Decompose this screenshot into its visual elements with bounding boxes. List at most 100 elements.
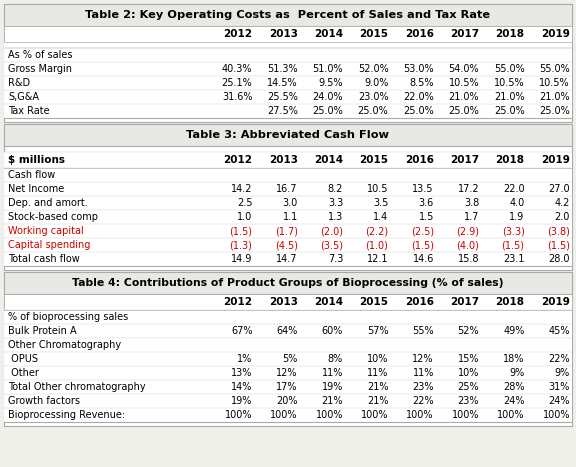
Bar — [4, 42, 572, 48]
Text: 17%: 17% — [276, 382, 298, 392]
Bar — [4, 272, 572, 294]
Text: Capital spending: Capital spending — [8, 240, 90, 250]
Text: Bioprocessing Revenue:: Bioprocessing Revenue: — [8, 410, 125, 420]
Bar — [4, 408, 572, 422]
Text: 49%: 49% — [503, 326, 525, 336]
Text: 25.1%: 25.1% — [222, 78, 252, 88]
Text: 21.0%: 21.0% — [539, 92, 570, 102]
Text: (1.3): (1.3) — [229, 240, 252, 250]
Text: (2.5): (2.5) — [411, 226, 434, 236]
Text: 8.5%: 8.5% — [410, 78, 434, 88]
Text: 3.0: 3.0 — [282, 198, 298, 208]
Text: 21.0%: 21.0% — [449, 92, 479, 102]
Text: Table 4: Contributions of Product Groups of Bioprocessing (% of sales): Table 4: Contributions of Product Groups… — [72, 278, 504, 288]
Text: 7.3: 7.3 — [328, 254, 343, 264]
Text: Table 3: Abbreviated Cash Flow: Table 3: Abbreviated Cash Flow — [187, 130, 389, 140]
Text: 25%: 25% — [457, 382, 479, 392]
Text: (1.0): (1.0) — [366, 240, 388, 250]
Text: 100%: 100% — [361, 410, 388, 420]
Text: 23%: 23% — [458, 396, 479, 406]
Text: OPUS: OPUS — [8, 354, 38, 364]
Text: (2.0): (2.0) — [320, 226, 343, 236]
Text: 23.0%: 23.0% — [358, 92, 388, 102]
Text: 3.8: 3.8 — [464, 198, 479, 208]
Text: (2.2): (2.2) — [365, 226, 388, 236]
Text: Table 2: Key Operating Costs as  Percent of Sales and Tax Rate: Table 2: Key Operating Costs as Percent … — [85, 10, 491, 20]
Text: Other Chromatography: Other Chromatography — [8, 340, 121, 350]
Text: 10.5: 10.5 — [367, 184, 388, 194]
Text: 2.5: 2.5 — [237, 198, 252, 208]
Text: 25.5%: 25.5% — [267, 92, 298, 102]
Text: 2017: 2017 — [450, 155, 479, 165]
Text: 10.5%: 10.5% — [449, 78, 479, 88]
Text: 64%: 64% — [276, 326, 298, 336]
Text: 2012: 2012 — [223, 297, 252, 307]
Text: (3.8): (3.8) — [547, 226, 570, 236]
Text: 11%: 11% — [367, 368, 388, 378]
Text: Working capital: Working capital — [8, 226, 84, 236]
Text: 22.0%: 22.0% — [403, 92, 434, 102]
Text: 20%: 20% — [276, 396, 298, 406]
Text: 25.0%: 25.0% — [494, 106, 525, 116]
Bar — [4, 272, 572, 426]
Text: 21.0%: 21.0% — [494, 92, 525, 102]
Bar — [4, 210, 572, 224]
Text: (3.5): (3.5) — [320, 240, 343, 250]
Text: 1.1: 1.1 — [282, 212, 298, 222]
Text: Total cash flow: Total cash flow — [8, 254, 79, 264]
Text: 8.2: 8.2 — [328, 184, 343, 194]
Text: 1.0: 1.0 — [237, 212, 252, 222]
Bar — [4, 48, 572, 62]
Text: 4.2: 4.2 — [555, 198, 570, 208]
Text: $ millions: $ millions — [8, 155, 65, 165]
Text: 52.0%: 52.0% — [358, 64, 388, 74]
Text: Stock-based comp: Stock-based comp — [8, 212, 98, 222]
Text: 100%: 100% — [407, 410, 434, 420]
Text: 53.0%: 53.0% — [403, 64, 434, 74]
Text: 14.7: 14.7 — [276, 254, 298, 264]
Text: 100%: 100% — [497, 410, 525, 420]
Text: 2017: 2017 — [450, 29, 479, 39]
Text: (2.9): (2.9) — [456, 226, 479, 236]
Text: 25.0%: 25.0% — [403, 106, 434, 116]
Text: 21%: 21% — [321, 396, 343, 406]
Text: 24%: 24% — [503, 396, 525, 406]
Text: 2017: 2017 — [450, 297, 479, 307]
Text: 2018: 2018 — [495, 29, 525, 39]
Text: 9.0%: 9.0% — [364, 78, 388, 88]
Text: 2013: 2013 — [269, 29, 298, 39]
Text: 12%: 12% — [276, 368, 298, 378]
Text: Growth factors: Growth factors — [8, 396, 80, 406]
Text: 3.3: 3.3 — [328, 198, 343, 208]
Text: 10.5%: 10.5% — [539, 78, 570, 88]
Text: 24%: 24% — [548, 396, 570, 406]
Text: (1.7): (1.7) — [275, 226, 298, 236]
Bar — [4, 224, 572, 238]
Text: (1.5): (1.5) — [547, 240, 570, 250]
Text: 2012: 2012 — [223, 155, 252, 165]
Text: 51.3%: 51.3% — [267, 64, 298, 74]
Bar — [4, 124, 572, 146]
Text: 18%: 18% — [503, 354, 525, 364]
Bar — [4, 26, 572, 42]
Text: 55.0%: 55.0% — [494, 64, 525, 74]
Text: 2019: 2019 — [541, 297, 570, 307]
Text: Other: Other — [8, 368, 39, 378]
Bar — [4, 182, 572, 196]
Text: 22%: 22% — [548, 354, 570, 364]
Bar — [4, 124, 572, 270]
Text: 24.0%: 24.0% — [313, 92, 343, 102]
Text: 15%: 15% — [458, 354, 479, 364]
Text: Net Income: Net Income — [8, 184, 65, 194]
Text: 31%: 31% — [548, 382, 570, 392]
Text: 14.5%: 14.5% — [267, 78, 298, 88]
Text: 13%: 13% — [231, 368, 252, 378]
Text: 28.0: 28.0 — [548, 254, 570, 264]
Text: 1.7: 1.7 — [464, 212, 479, 222]
Text: 25.0%: 25.0% — [449, 106, 479, 116]
Text: 55.0%: 55.0% — [539, 64, 570, 74]
Text: 16.7: 16.7 — [276, 184, 298, 194]
Bar — [4, 4, 572, 26]
Text: 15.8: 15.8 — [458, 254, 479, 264]
Text: 27.0: 27.0 — [548, 184, 570, 194]
